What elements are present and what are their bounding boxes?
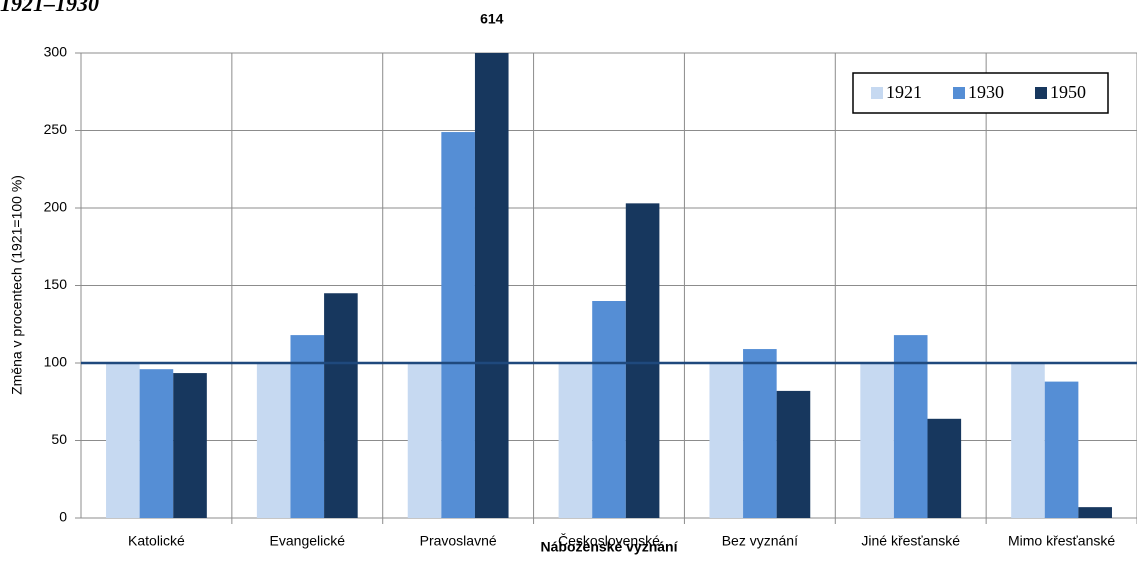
- bar: [860, 363, 894, 518]
- bar: [776, 390, 811, 518]
- bar: [407, 363, 442, 518]
- y-tick-label: 250: [44, 121, 68, 137]
- bar: [927, 418, 962, 518]
- bar: [709, 363, 744, 518]
- x-tick-label: Pravoslavné: [420, 533, 497, 549]
- legend-swatch: [1035, 87, 1047, 99]
- y-tick-label: 200: [44, 199, 68, 215]
- bar: [592, 301, 626, 518]
- y-axis-label: Změna v procentech (1921=100 %): [9, 175, 25, 395]
- bar: [625, 203, 660, 518]
- bar: [441, 132, 475, 518]
- y-tick-label: 0: [59, 509, 67, 525]
- x-axis-label: Náboženské vyznání: [541, 539, 679, 555]
- bar: [173, 373, 207, 518]
- chart-title: 1921–1930: [0, 0, 99, 16]
- bar: [474, 53, 509, 518]
- bar: [1011, 363, 1045, 518]
- legend-swatch: [953, 87, 965, 99]
- x-tick-label: Mimo křesťanské: [1008, 533, 1115, 549]
- legend-label: 1921: [886, 82, 922, 102]
- y-tick-label: 300: [44, 44, 68, 60]
- x-tick-label: Katolické: [128, 533, 185, 549]
- legend-label: 1950: [1050, 82, 1086, 102]
- y-tick-label: 150: [44, 276, 68, 292]
- legend-box: [852, 72, 1109, 114]
- bar: [893, 335, 928, 518]
- x-tick-label: Československé: [558, 533, 660, 549]
- bar: [1078, 507, 1112, 518]
- bar: [106, 363, 140, 518]
- bars: [106, 53, 1112, 518]
- bar: [139, 369, 174, 518]
- x-tick-label: Jiné křesťanské: [861, 533, 960, 549]
- x-tick-label: Bez vyznání: [722, 533, 798, 549]
- y-tick-label: 50: [51, 431, 67, 447]
- bar: [290, 335, 325, 518]
- y-tick-label: 100: [44, 354, 68, 370]
- legend-label: 1930: [968, 82, 1004, 102]
- bar: [743, 349, 777, 518]
- bar: [1044, 381, 1079, 518]
- bar: [256, 363, 291, 518]
- bar: [324, 293, 358, 518]
- legend-swatch: [871, 87, 883, 99]
- x-tick-label: Evangelické: [270, 533, 346, 549]
- data-label: 614: [480, 11, 504, 27]
- bar: [558, 363, 593, 518]
